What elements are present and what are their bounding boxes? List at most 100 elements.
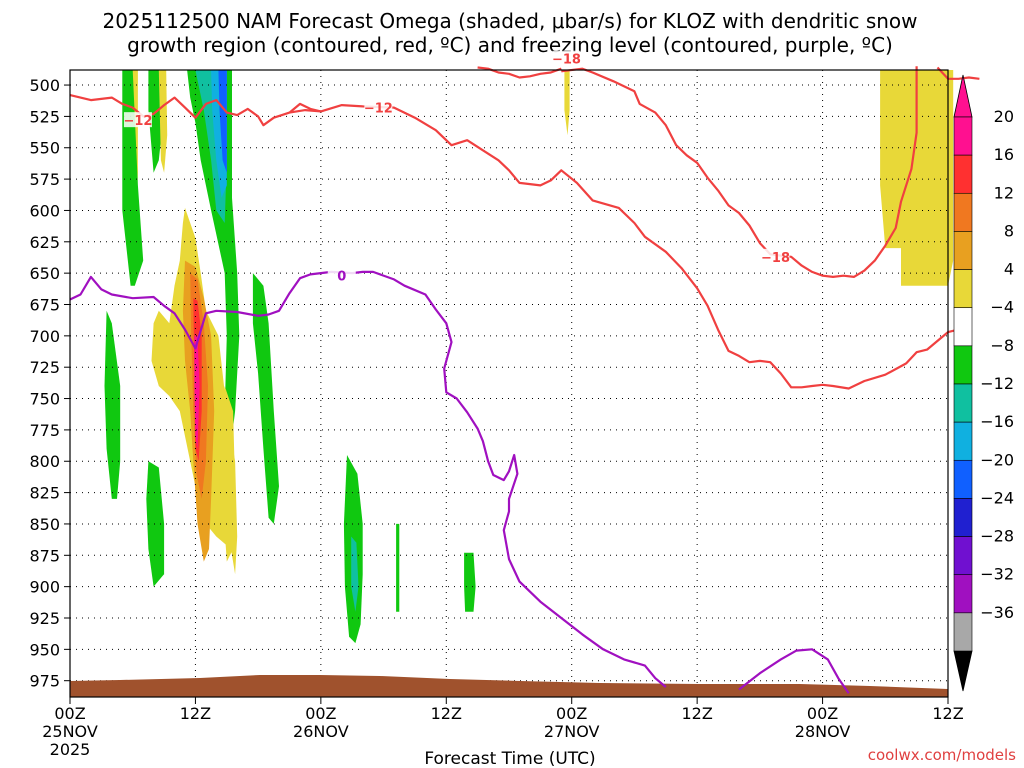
ytick-label-525: 525 (29, 107, 60, 126)
xtick-label-24-l1: 00Z (305, 704, 336, 723)
ytick-label-875: 875 (29, 546, 60, 565)
plot-frame (69, 69, 949, 698)
ytick-label-625: 625 (29, 233, 60, 252)
credit-text: coolwx.com/models (868, 746, 1016, 764)
xtick-label-72-l2: 28NOV (795, 722, 851, 741)
xtick-label-24-l2: 26NOV (293, 722, 349, 741)
contour-freezing_0_right (738, 648, 850, 694)
colorbar-swatch-4 (953, 269, 973, 309)
colorbar-label-12: −32 (980, 565, 1014, 584)
ytick-label-800: 800 (29, 452, 60, 471)
x-axis-label: Forecast Time (UTC) (424, 749, 595, 768)
colorbar-top-arrow (953, 74, 973, 118)
colorbar-label-9: −20 (980, 450, 1014, 469)
colorbar-bottom-arrow (953, 650, 973, 692)
ytick-label-900: 900 (29, 578, 60, 597)
ytick-label-650: 650 (29, 264, 60, 283)
colorbar-swatch-11 (953, 536, 973, 576)
colorbar-label-8: −16 (980, 412, 1014, 431)
shade-green_left_top (122, 70, 144, 286)
colorbar-label-4: 4 (1004, 260, 1014, 279)
xtick-label-48-l2: 27NOV (544, 722, 600, 741)
xtick-label-0-l1: 00Z (54, 704, 85, 723)
xtick-label-36-l1: 12Z (431, 704, 462, 723)
contour-dgz_18_top (477, 66, 562, 79)
shade-blue_mid_col (218, 70, 227, 173)
contour-label-dgz_18_top: −18 (552, 53, 581, 68)
contour-dgz_18_right (936, 66, 980, 80)
colorbar-swatch-3 (953, 231, 973, 270)
colorbar-label-13: −36 (980, 603, 1014, 622)
ytick-label-550: 550 (29, 139, 60, 158)
contour-label-dgz_12_west: −12 (123, 114, 152, 129)
shade-green_left_mid (104, 310, 121, 499)
terrain-shape (70, 675, 948, 697)
shade-yellow_right (880, 70, 954, 286)
colorbar-swatch-6 (953, 345, 973, 385)
colorbar-label-11: −28 (980, 527, 1014, 546)
contour-dgz_12_main (288, 102, 959, 390)
colorbar-swatch-2 (953, 192, 973, 232)
colorbar-label-7: −12 (980, 374, 1014, 393)
xtick-label-48-l1: 00Z (556, 704, 587, 723)
colorbar-label-5: −4 (990, 298, 1014, 317)
shade-green_tiny_b (464, 552, 476, 612)
xtick-label-84-l1: 12Z (932, 704, 963, 723)
contour-label-bg-dgz_18_top (552, 50, 581, 66)
xtick-label-0-l3: 2025 (50, 740, 91, 759)
ytick-label-700: 700 (29, 327, 60, 346)
ytick-label-950: 950 (29, 640, 60, 659)
chart-title-line-1: 2025112500 NAM Forecast Omega (shaded, μ… (102, 9, 917, 33)
shade-yellow_top_mid (564, 70, 570, 136)
xtick-label-12-l1: 12Z (180, 704, 211, 723)
contour-label-bg-dgz_12_west (123, 112, 152, 128)
ytick-label-750: 750 (29, 390, 60, 409)
contour-dgz_12_west (69, 94, 321, 127)
colorbar-label-3: 8 (1004, 221, 1014, 240)
contour-dgz_18_main (561, 66, 918, 278)
contour-label-freezing_0: 0 (337, 270, 346, 285)
shade-green_mid_top (252, 273, 279, 524)
colorbar-label-10: −24 (980, 488, 1014, 507)
shade-green_left_low (146, 461, 165, 587)
colorbar-label-6: −8 (990, 336, 1014, 355)
contour-freezing_0 (69, 270, 667, 688)
terrain-ground (70, 675, 948, 697)
ytick-label-850: 850 (29, 515, 60, 534)
ytick-label-675: 675 (29, 295, 60, 314)
colorbar-swatch-7 (953, 383, 973, 423)
colorbar-swatch-13 (953, 612, 973, 652)
omega-shading (104, 70, 954, 644)
colorbar-swatch-1 (953, 154, 973, 194)
ytick-label-600: 600 (29, 201, 60, 220)
contour-label-bg-dgz_12_main (364, 99, 393, 115)
shade-yellow_small_b (221, 386, 236, 562)
xtick-label-72-l1: 00Z (807, 704, 838, 723)
colorbar-swatch-12 (953, 574, 973, 614)
shade-green_tiny_a (396, 523, 400, 612)
ytick-label-775: 775 (29, 421, 60, 440)
ytick-label-975: 975 (29, 672, 60, 691)
shade-teal_26nov (351, 536, 359, 612)
colorbar-swatch-0 (953, 116, 973, 156)
chart-title-line-2: growth region (contoured, red, ºC) and f… (127, 33, 893, 57)
ytick-label-925: 925 (29, 609, 60, 628)
shade-yellow_tail_top (158, 70, 168, 173)
colorbar-label-0: 20 (994, 107, 1014, 126)
colorbar-swatch-8 (953, 421, 973, 461)
contour-label-dgz_12_main: −12 (364, 102, 393, 117)
y-axis-ticks: 500 525 550 575 600 625 650 675 700 725 750 775 800 8… (29, 76, 70, 691)
contour-label-dgz_18_main: −18 (761, 251, 790, 266)
colorbar: 20 16 12 8 4 −4 −8 −12 −16 −20 −24 −28 −32 −36 (953, 74, 1014, 692)
ytick-label-500: 500 (29, 76, 60, 95)
contour-label-bg-freezing_0 (327, 267, 356, 283)
xtick-label-60-l1: 12Z (681, 704, 712, 723)
colorbar-swatch-9 (953, 459, 973, 499)
ytick-label-725: 725 (29, 358, 60, 377)
contour-label-bg-dgz_18_main (761, 248, 790, 264)
colorbar-swatch-10 (953, 498, 973, 537)
colorbar-swatch-5 (953, 307, 973, 347)
xtick-label-0-l2: 25NOV (42, 722, 98, 741)
